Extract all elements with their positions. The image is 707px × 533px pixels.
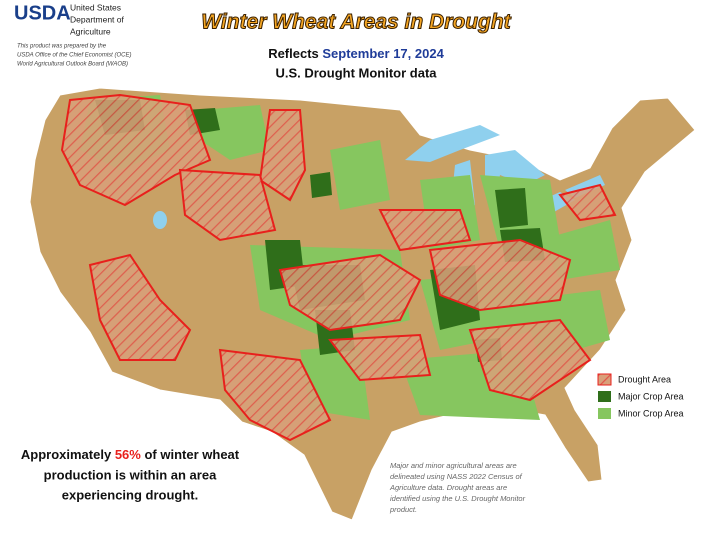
- subtitle-source: U.S. Drought Monitor data: [275, 65, 437, 80]
- legend-label: Drought Area: [618, 374, 671, 384]
- disclaimer: This product was prepared by the USDA Of…: [17, 44, 131, 68]
- legend-label: Major Crop Area: [618, 391, 684, 401]
- title: Winter Wheat Areas in Drought: [201, 11, 511, 34]
- disclaimer-line: USDA Office of the Chief Economist (OCE): [17, 53, 131, 59]
- summary-text: of winter wheat: [144, 447, 239, 462]
- note-line: Agriculture data. Drought areas are: [389, 483, 507, 492]
- note-line: product.: [389, 505, 417, 514]
- disclaimer-line: This product was prepared by the: [17, 44, 107, 50]
- summary-share: 56%: [115, 447, 141, 462]
- legend: Drought Area Major Crop Area Minor Crop …: [597, 373, 684, 419]
- note: Major and minor agricultural areas are d…: [389, 461, 526, 514]
- subtitle-date: September 17, 2024: [322, 46, 444, 61]
- summary-line: Approximately 56% of winter wheat: [21, 447, 240, 462]
- agency-name: United States Department of Agriculture: [70, 2, 124, 36]
- usda-logo: USDA: [14, 2, 71, 24]
- summary-line: production is within an area: [44, 467, 217, 482]
- drought-areas: [60, 93, 617, 442]
- summary-line: experiencing drought.: [62, 487, 199, 502]
- legend-swatch: [598, 408, 611, 419]
- legend-swatch: [598, 391, 611, 402]
- legend-swatch: [597, 373, 612, 386]
- note-line: Major and minor agricultural areas are: [390, 461, 517, 470]
- disclaimer-line: World Agricultural Outlook Board (WAOB): [17, 62, 128, 68]
- agency-line: United States: [70, 2, 121, 12]
- note-line: identified using the U.S. Drought Monito…: [390, 494, 526, 503]
- summary-text: Approximately: [21, 447, 112, 462]
- summary: Approximately 56% of winter wheat produc…: [21, 447, 240, 502]
- legend-label: Minor Crop Area: [618, 408, 684, 418]
- note-line: delineated using NASS 2022 Census of: [390, 472, 523, 481]
- subtitle-prefix: Reflects: [268, 46, 319, 61]
- agency-line: Department of: [70, 14, 124, 24]
- subtitle: Reflects September 17, 2024: [268, 46, 444, 61]
- agency-line: Agriculture: [70, 26, 111, 36]
